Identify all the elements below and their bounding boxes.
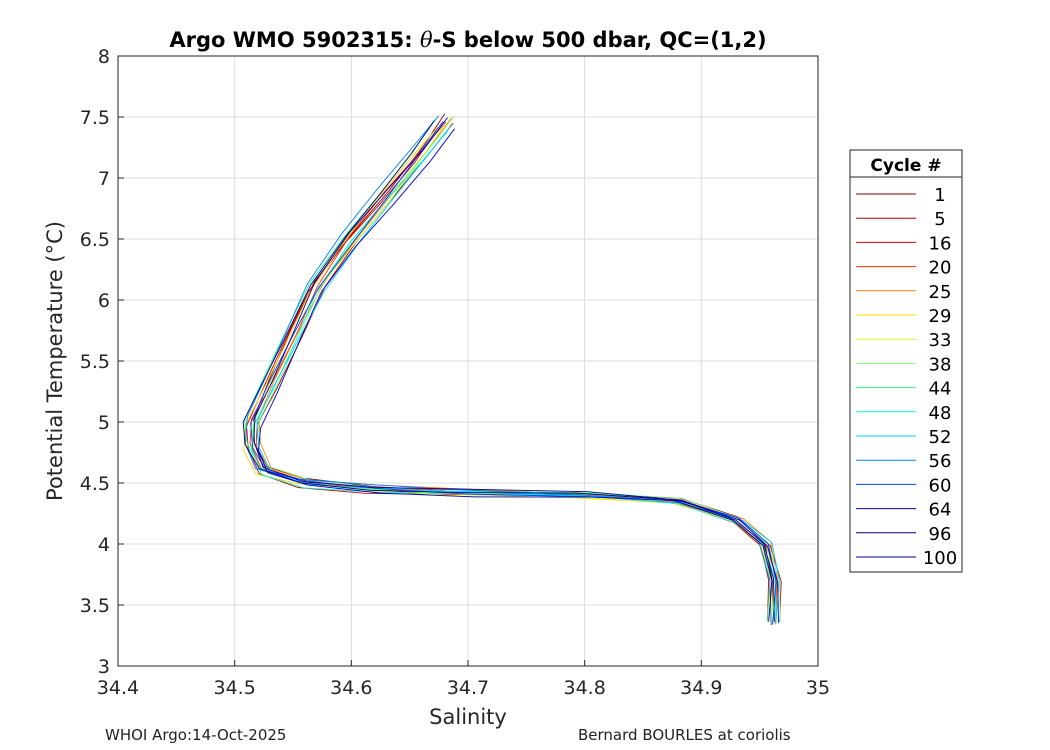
y-tick-label: 8 xyxy=(98,46,110,68)
footer-left: WHOI Argo:14-Oct-2025 xyxy=(105,726,287,744)
legend-label-cycle-1: 1 xyxy=(934,185,945,206)
legend: Cycle # 1 5 16 20 25 29 33 38 44 48 52 56 60 64 96 100 xyxy=(849,149,963,573)
x-tick-label: 34.9 xyxy=(680,677,722,699)
series-line-cycle-64 xyxy=(258,128,779,623)
series-line-cycle-60 xyxy=(250,121,777,625)
chart-title-suffix: -S below 500 dbar, QC=(1,2) xyxy=(433,28,767,52)
y-tick-label: 6.5 xyxy=(80,229,110,251)
chart-title: Argo WMO 5902315: θ-S below 500 dbar, QC… xyxy=(169,28,766,52)
y-tick-label: 6 xyxy=(98,290,110,312)
footer-right: Bernard BOURLES at coriolis xyxy=(578,726,791,744)
series-line-cycle-25 xyxy=(258,117,778,625)
axis-ticks: 34.4 34.5 34.6 34.7 34.8 34.9 35 3 3.5 4 4.5 5 5.5 6 6… xyxy=(80,46,830,699)
legend-label-cycle-16: 16 xyxy=(929,233,952,254)
legend-label-cycle-64: 64 xyxy=(929,500,952,521)
chart-title-theta: θ xyxy=(420,28,433,52)
series-line-cycle-100 xyxy=(253,117,775,622)
legend-label-cycle-44: 44 xyxy=(929,379,952,400)
x-tick-label: 34.5 xyxy=(214,677,256,699)
series-line-cycle-48 xyxy=(251,131,777,623)
legend-label-cycle-96: 96 xyxy=(929,524,952,545)
series-line-cycle-29 xyxy=(243,126,773,626)
series-line-cycle-20 xyxy=(249,121,778,623)
series-line-cycle-1 xyxy=(253,113,774,624)
y-tick-label: 7.5 xyxy=(80,107,110,129)
legend-label-cycle-48: 48 xyxy=(929,403,952,424)
legend-label-cycle-38: 38 xyxy=(929,354,952,375)
legend-label-cycle-20: 20 xyxy=(929,258,952,279)
series-line-cycle-16 xyxy=(246,130,770,622)
x-tick-label: 35 xyxy=(806,677,830,699)
legend-label-cycle-25: 25 xyxy=(929,282,952,303)
x-tick-label: 34.4 xyxy=(97,677,139,699)
series-line-cycle-44 xyxy=(244,119,771,622)
y-tick-label: 4.5 xyxy=(80,473,110,495)
grid xyxy=(118,56,818,666)
y-tick-label: 3 xyxy=(98,656,110,678)
y-tick-label: 4 xyxy=(98,534,110,556)
legend-label-cycle-56: 56 xyxy=(929,451,952,472)
legend-label-cycle-60: 60 xyxy=(929,475,952,496)
legend-label-cycle-29: 29 xyxy=(929,306,952,327)
y-tick-label: 7 xyxy=(98,168,110,190)
series-line-cycle-56 xyxy=(244,115,772,626)
y-tick-label: 5 xyxy=(98,412,110,434)
series-lines xyxy=(242,113,782,626)
series-line-cycle-5 xyxy=(255,122,782,622)
series-line-cycle-33 xyxy=(251,126,775,625)
x-tick-label: 34.8 xyxy=(564,677,606,699)
legend-label-cycle-33: 33 xyxy=(929,330,952,351)
x-axis-label: Salinity xyxy=(429,705,507,729)
x-tick-label: 34.6 xyxy=(330,677,372,699)
x-tick-label: 34.7 xyxy=(447,677,489,699)
legend-label-cycle-5: 5 xyxy=(934,209,945,230)
y-axis-label: Potential Temperature (°C) xyxy=(43,221,67,501)
legend-label-cycle-100: 100 xyxy=(923,548,957,569)
y-tick-label: 3.5 xyxy=(80,595,110,617)
legend-label-cycle-52: 52 xyxy=(929,427,952,448)
legend-box xyxy=(849,149,963,573)
legend-title: Cycle # xyxy=(870,156,941,176)
y-tick-label: 5.5 xyxy=(80,351,110,373)
chart-title-prefix: Argo WMO 5902315: xyxy=(169,28,420,52)
series-line-cycle-96 xyxy=(242,120,773,622)
